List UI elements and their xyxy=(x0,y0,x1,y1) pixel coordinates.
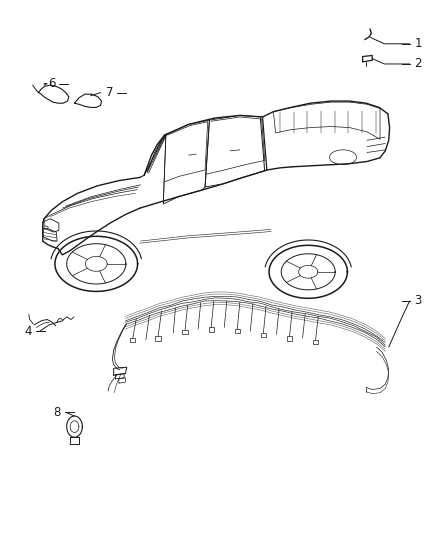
Text: 1: 1 xyxy=(415,37,422,50)
Bar xyxy=(130,338,135,342)
Bar xyxy=(261,333,266,337)
Bar xyxy=(313,340,318,344)
Text: 7: 7 xyxy=(106,86,113,99)
Bar xyxy=(208,327,214,332)
Text: 3: 3 xyxy=(415,294,422,308)
Bar xyxy=(287,336,292,341)
Bar xyxy=(183,330,187,334)
Text: 8: 8 xyxy=(53,406,61,419)
Bar xyxy=(235,329,240,333)
Text: 4: 4 xyxy=(25,325,32,338)
Bar xyxy=(155,336,161,341)
Text: 6: 6 xyxy=(48,77,55,90)
Text: 2: 2 xyxy=(415,58,422,70)
